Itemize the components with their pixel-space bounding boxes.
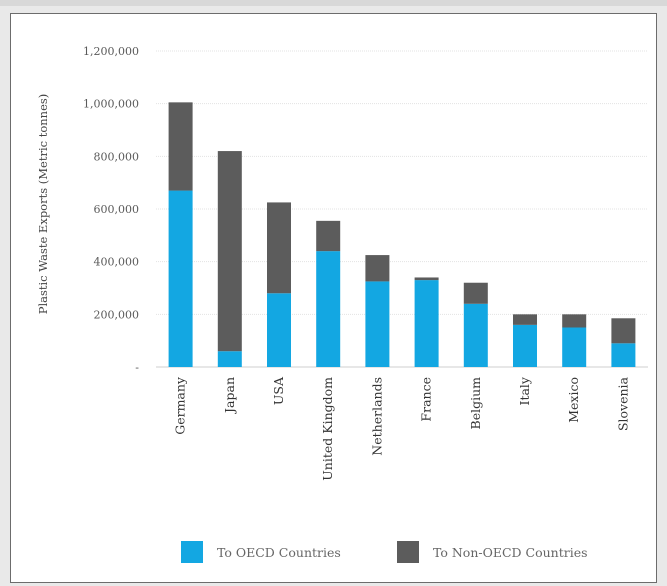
category-label: Germany [173,376,188,435]
legend-label: To OECD Countries [217,545,341,560]
bar-non-oecd [217,151,242,352]
legend-swatch [181,541,203,563]
y-tick-label: - [135,361,139,374]
bar-oecd [316,251,341,367]
bar-oecd [217,351,242,367]
bar-non-oecd [611,318,636,344]
bar-oecd [365,281,390,367]
bar-oecd [463,303,488,367]
legend-swatch [397,541,419,563]
bar-non-oecd [463,282,488,304]
y-tick-label: 400,000 [94,256,140,269]
y-tick-label: 1,000,000 [83,98,139,111]
bar-oecd [562,327,587,367]
category-label: United Kingdom [320,377,335,481]
y-tick-label: 200,000 [94,308,140,321]
legend: To OECD Countries To Non-OECD Countries [181,541,588,563]
bar-non-oecd [513,314,537,325]
chart-frame: - 200,000 400,000 600,000 800,000 1,000,000 1,… [10,13,657,583]
category-label: USA [271,376,286,405]
stacked-bar-chart: - 200,000 400,000 600,000 800,000 1,000,000 1,… [36,45,648,563]
bar-non-oecd [316,220,341,252]
bar-oecd [267,293,291,367]
category-label: Belgium [468,377,483,430]
bar-non-oecd [365,255,390,282]
y-tick-label: 800,000 [94,150,140,163]
bar-non-oecd [168,102,193,191]
background-strip [0,0,667,6]
y-axis-label: Plastic Waste Exports (Metric tonnes) [36,94,50,315]
bar-non-oecd [267,202,291,294]
bar-non-oecd [414,277,439,281]
category-label: France [419,377,434,422]
legend-label: To Non-OECD Countries [433,545,588,560]
category-label: Japan [222,377,237,415]
bar-non-oecd [562,314,587,328]
bar-oecd [414,280,439,367]
bar-oecd [168,190,193,367]
category-label: Mexico [566,377,581,423]
bars [168,102,636,367]
category-labels: Germany Japan USA United Kingdom Netherlands… [173,376,631,481]
y-tick-label: 1,200,000 [83,45,139,58]
category-label: Slovenia [615,376,630,431]
bar-oecd [513,324,537,367]
y-axis-ticks: - 200,000 400,000 600,000 800,000 1,000,000 1,… [83,45,139,374]
bar-oecd [611,343,636,367]
category-label: Italy [517,376,532,405]
category-label: Netherlands [369,377,384,456]
y-tick-label: 600,000 [94,203,140,216]
